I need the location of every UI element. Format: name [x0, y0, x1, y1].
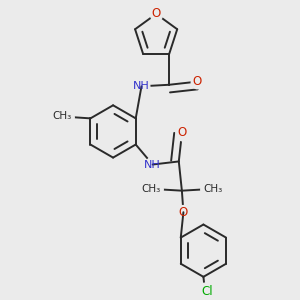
Text: CH₃: CH₃ — [52, 111, 71, 121]
Text: NH: NH — [144, 160, 161, 170]
Text: O: O — [152, 8, 161, 20]
Text: O: O — [178, 126, 187, 139]
Text: O: O — [179, 206, 188, 219]
Text: CH₃: CH₃ — [203, 184, 223, 194]
Text: CH₃: CH₃ — [141, 184, 160, 194]
Text: O: O — [193, 75, 202, 88]
Text: NH: NH — [133, 81, 150, 91]
Text: Cl: Cl — [202, 285, 213, 298]
